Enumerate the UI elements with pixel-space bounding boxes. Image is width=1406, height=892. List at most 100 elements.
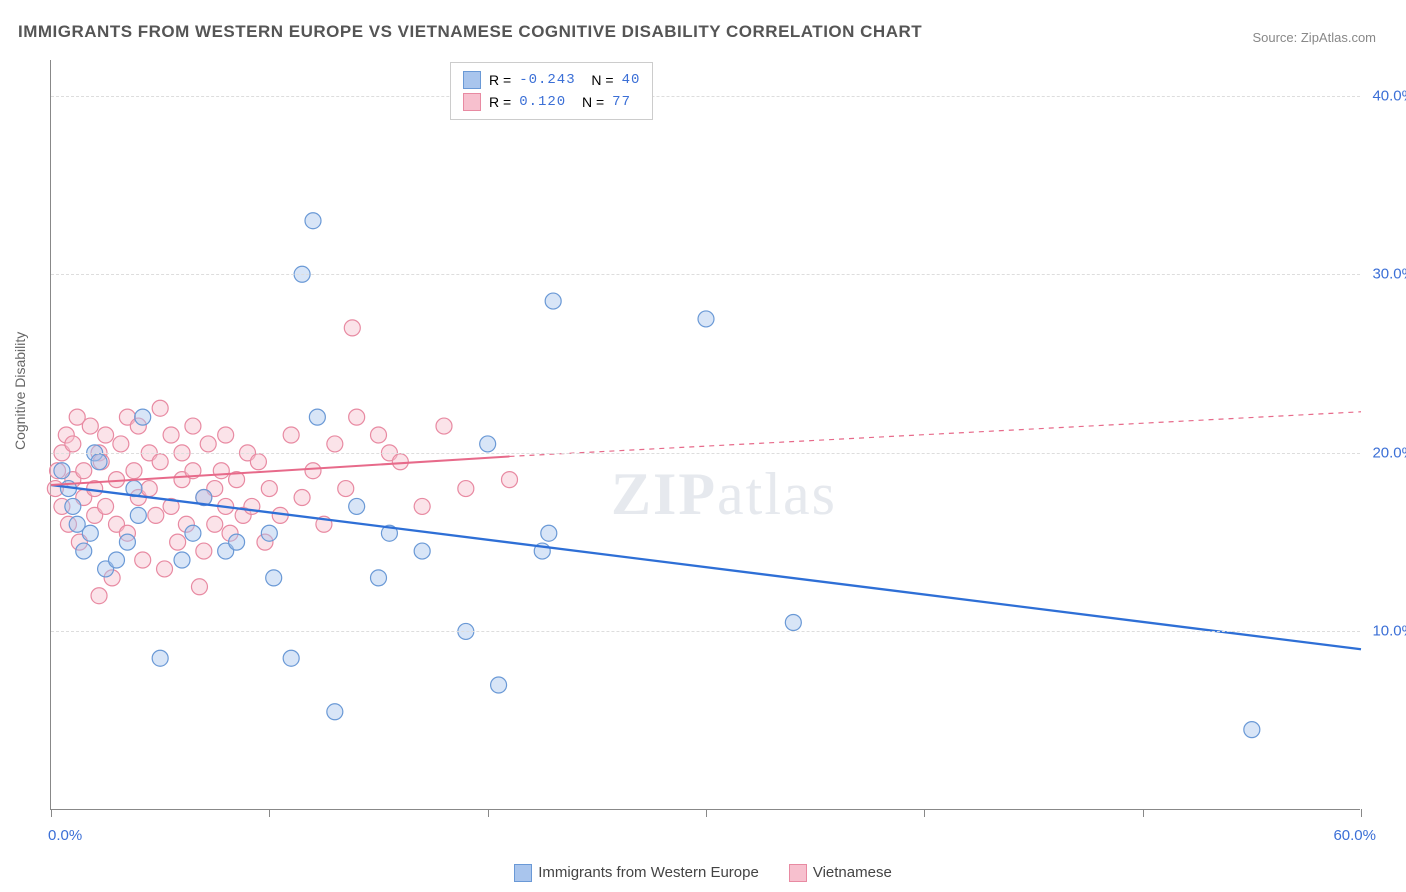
data-point (76, 543, 92, 559)
legend-r-label: R = (489, 91, 511, 113)
bottom-swatch-2 (789, 864, 807, 882)
legend-n-value-1: 40 (622, 69, 641, 91)
data-point (76, 463, 92, 479)
data-point (119, 534, 135, 550)
legend-row-series1: R = -0.243 N = 40 (463, 69, 640, 91)
data-point (344, 320, 360, 336)
data-point (113, 436, 129, 452)
data-point (91, 454, 107, 470)
plot-svg (51, 60, 1360, 809)
data-point (414, 543, 430, 559)
x-end-label: 60.0% (1333, 827, 1376, 844)
data-point (541, 525, 557, 541)
ytick-label: 40.0% (1372, 87, 1406, 104)
data-point (261, 481, 277, 497)
bottom-swatch-1 (514, 864, 532, 882)
data-point (185, 525, 201, 541)
data-point (349, 498, 365, 514)
data-point (698, 311, 714, 327)
data-point (196, 543, 212, 559)
data-point (207, 516, 223, 532)
ytick-label: 30.0% (1372, 266, 1406, 283)
data-point (163, 427, 179, 443)
data-point (327, 436, 343, 452)
data-point (152, 400, 168, 416)
legend-n-value-2: 77 (612, 91, 631, 113)
data-point (91, 588, 107, 604)
data-point (191, 579, 207, 595)
data-point (185, 418, 201, 434)
gridline (51, 453, 1360, 454)
data-point (436, 418, 452, 434)
bottom-legend-item-2: Vietnamese (789, 864, 892, 882)
correlation-legend: R = -0.243 N = 40 R = 0.120 N = 77 (450, 62, 653, 120)
data-point (491, 677, 507, 693)
xtick (269, 809, 270, 817)
legend-n-label: N = (584, 69, 614, 91)
data-point (170, 534, 186, 550)
x-origin-label: 0.0% (48, 827, 82, 844)
data-point (229, 534, 245, 550)
chart-container: IMMIGRANTS FROM WESTERN EUROPE VS VIETNA… (0, 0, 1406, 892)
chart-title: IMMIGRANTS FROM WESTERN EUROPE VS VIETNA… (18, 22, 922, 42)
gridline (51, 631, 1360, 632)
y-axis-label: Cognitive Disability (12, 332, 28, 450)
xtick (488, 809, 489, 817)
data-point (98, 427, 114, 443)
legend-n-label: N = (574, 91, 604, 113)
legend-r-value-2: 0.120 (519, 91, 566, 113)
bottom-label-1: Immigrants from Western Europe (538, 864, 759, 881)
gridline (51, 96, 1360, 97)
data-point (338, 481, 354, 497)
legend-r-value-1: -0.243 (519, 69, 575, 91)
data-point (785, 615, 801, 631)
data-point (480, 436, 496, 452)
data-point (502, 472, 518, 488)
data-point (130, 507, 146, 523)
data-point (250, 454, 266, 470)
xtick (924, 809, 925, 817)
ytick-label: 20.0% (1372, 444, 1406, 461)
data-point (126, 463, 142, 479)
data-point (98, 498, 114, 514)
bottom-legend: Immigrants from Western Europe Vietnames… (0, 864, 1406, 882)
data-point (309, 409, 325, 425)
data-point (283, 650, 299, 666)
data-point (82, 418, 98, 434)
data-point (135, 552, 151, 568)
regression-line-extension (510, 412, 1362, 457)
data-point (152, 650, 168, 666)
bottom-label-2: Vietnamese (813, 864, 892, 881)
data-point (458, 481, 474, 497)
data-point (414, 498, 430, 514)
ytick-label: 10.0% (1372, 623, 1406, 640)
data-point (371, 570, 387, 586)
data-point (218, 427, 234, 443)
data-point (54, 463, 70, 479)
data-point (392, 454, 408, 470)
data-point (545, 293, 561, 309)
data-point (213, 463, 229, 479)
gridline (51, 274, 1360, 275)
data-point (327, 704, 343, 720)
data-point (152, 454, 168, 470)
data-point (261, 525, 277, 541)
xtick (1361, 809, 1362, 817)
bottom-legend-item-1: Immigrants from Western Europe (514, 864, 759, 882)
plot-area: ZIPatlas 10.0%20.0%30.0%40.0% (50, 60, 1360, 810)
source-attribution: Source: ZipAtlas.com (1252, 30, 1376, 45)
xtick (1143, 809, 1144, 817)
xtick (706, 809, 707, 817)
legend-row-series2: R = 0.120 N = 77 (463, 91, 640, 113)
data-point (349, 409, 365, 425)
regression-line (51, 485, 1361, 649)
data-point (157, 561, 173, 577)
regression-line (51, 456, 510, 485)
data-point (305, 213, 321, 229)
legend-swatch-series1 (463, 71, 481, 89)
data-point (371, 427, 387, 443)
data-point (141, 481, 157, 497)
data-point (200, 436, 216, 452)
xtick (51, 809, 52, 817)
data-point (65, 436, 81, 452)
